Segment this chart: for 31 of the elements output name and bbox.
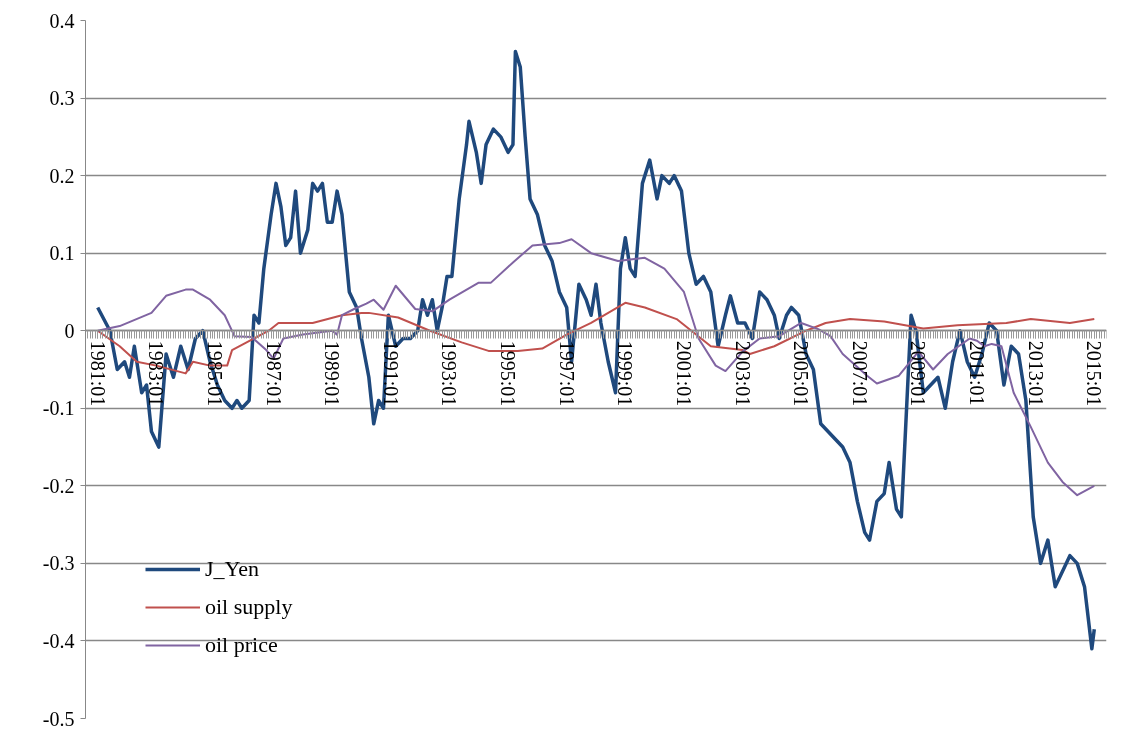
x-tick-label: 2015:01 xyxy=(1083,340,1106,407)
x-tick-label: 1991:01 xyxy=(379,340,402,407)
y-tick-label: -0.3 xyxy=(42,552,75,575)
x-tick-label: 1999:01 xyxy=(614,340,637,407)
y-tick-label: -0.4 xyxy=(42,629,75,652)
y-tick-label: 0.3 xyxy=(49,87,75,110)
y-tick-label: -0.5 xyxy=(42,707,75,730)
x-tick-label: 2001:01 xyxy=(672,340,695,407)
x-tick-label: 1989:01 xyxy=(321,340,344,407)
x-tick-label: 1997:01 xyxy=(555,340,578,407)
y-tick-label: 0.2 xyxy=(49,164,75,187)
legend-label: oil price xyxy=(205,632,278,658)
x-tick-label: 2013:01 xyxy=(1024,340,1047,407)
x-tick-label: 2011:01 xyxy=(966,340,989,406)
y-tick-label: 0 xyxy=(64,319,75,342)
x-tick-label: 2005:01 xyxy=(790,340,813,407)
x-tick-label: 1983:01 xyxy=(145,340,168,407)
y-tick-label: 0.1 xyxy=(49,242,75,265)
x-tick-label: 1995:01 xyxy=(497,340,520,407)
x-tick-label: 1987:01 xyxy=(262,340,285,407)
y-tick-label: -0.2 xyxy=(42,474,75,497)
x-tick-label: 2007:01 xyxy=(848,340,871,407)
x-tick-label: 2003:01 xyxy=(731,340,754,407)
y-tick-label: -0.1 xyxy=(42,397,75,420)
x-tick-label: 1981:01 xyxy=(86,340,109,407)
y-tick-label: 0.4 xyxy=(49,9,75,32)
legend-label: J_Yen xyxy=(205,556,260,582)
x-tick-label: 1985:01 xyxy=(203,340,226,407)
x-tick-label: 1993:01 xyxy=(438,340,461,407)
x-tick-label: 2009:01 xyxy=(907,340,930,407)
legend-label: oil supply xyxy=(205,594,293,620)
